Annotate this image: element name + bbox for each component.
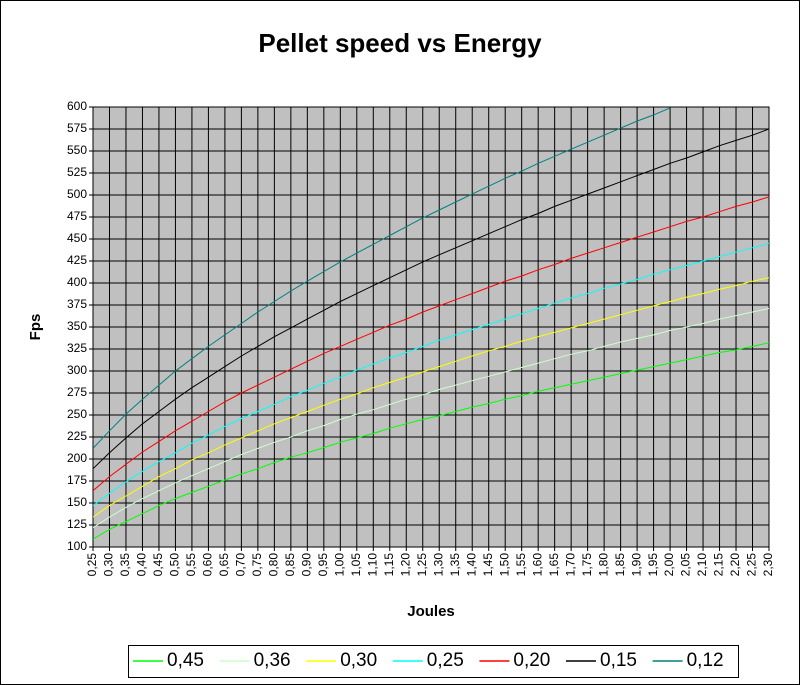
x-tick-label: 1,40 <box>464 553 478 577</box>
x-tick-label: 0,90 <box>300 553 314 577</box>
x-tick-label: 1,85 <box>613 553 627 577</box>
x-tick-label: 1,25 <box>415 553 429 577</box>
chart-title: Pellet speed vs Energy <box>258 28 542 58</box>
y-tick-label: 450 <box>67 231 87 245</box>
x-tick-label: 0,95 <box>316 553 330 577</box>
y-tick-label: 200 <box>67 451 87 465</box>
x-tick-label: 0,35 <box>118 553 132 577</box>
series-line <box>93 342 769 540</box>
series-line <box>93 308 769 529</box>
x-tick-label: 2,20 <box>728 553 742 577</box>
x-tick-label: 2,00 <box>662 553 676 577</box>
x-tick-label: 1,05 <box>349 553 363 577</box>
y-axis-title: Fps <box>27 314 44 341</box>
x-tick-label: 0,60 <box>201 553 215 577</box>
x-tick-label: 2,30 <box>761 553 775 577</box>
y-tick-label: 475 <box>67 209 87 223</box>
x-tick-label: 0,80 <box>267 553 281 577</box>
x-tick-label: 2,10 <box>695 553 709 577</box>
x-tick-label: 0,65 <box>217 553 231 577</box>
x-tick-label: 0,75 <box>250 553 264 577</box>
x-tick-label: 0,30 <box>102 553 116 577</box>
x-tick-label: 0,50 <box>168 553 182 577</box>
legend-label: 0,15 <box>600 650 637 671</box>
y-tick-label: 325 <box>67 341 87 355</box>
x-tick-label: 0,55 <box>184 553 198 577</box>
x-tick-label: 2,15 <box>712 553 726 577</box>
y-tick-label: 375 <box>67 297 87 311</box>
y-tick-label: 300 <box>67 363 87 377</box>
y-tick-label: 225 <box>67 429 87 443</box>
x-tick-label: 1,35 <box>448 553 462 577</box>
x-tick-label: 0,25 <box>85 553 99 577</box>
x-tick-label: 0,85 <box>283 553 297 577</box>
y-tick-label: 425 <box>67 253 87 267</box>
x-tick-label: 1,15 <box>382 553 396 577</box>
y-tick-label: 275 <box>67 385 87 399</box>
x-tick-label: 1,70 <box>563 553 577 577</box>
y-tick-label: 350 <box>67 319 87 333</box>
x-tick-label: 2,25 <box>745 553 759 577</box>
y-tick-label: 100 <box>67 539 87 553</box>
x-tick-label: 0,70 <box>234 553 248 577</box>
y-tick-label: 575 <box>67 121 87 135</box>
legend-label: 0,45 <box>167 650 204 671</box>
x-tick-label: 1,75 <box>580 553 594 577</box>
x-tick-label: 0,45 <box>151 553 165 577</box>
x-tick-label: 1,45 <box>481 553 495 577</box>
x-tick-label: 1,60 <box>530 553 544 577</box>
y-tick-label: 150 <box>67 495 87 509</box>
x-tick-label: 1,10 <box>365 553 379 577</box>
x-tick-label: 1,50 <box>497 553 511 577</box>
legend-label: 0,25 <box>427 650 464 671</box>
x-tick-label: 1,00 <box>332 553 346 577</box>
y-tick-label: 500 <box>67 187 87 201</box>
y-tick-label: 550 <box>67 143 87 157</box>
x-tick-label: 1,55 <box>514 553 528 577</box>
x-tick-label: 1,20 <box>398 553 412 577</box>
x-tick-label: 1,65 <box>547 553 561 577</box>
y-tick-label: 600 <box>67 99 87 113</box>
series-line <box>93 128 769 470</box>
x-tick-label: 2,05 <box>679 553 693 577</box>
x-tick-label: 1,90 <box>629 553 643 577</box>
x-axis-title: Joules <box>407 603 455 620</box>
legend-label: 0,20 <box>513 650 550 671</box>
series-line <box>93 277 769 518</box>
y-tick-label: 125 <box>67 517 87 531</box>
legend-label: 0,30 <box>340 650 377 671</box>
x-tick-label: 0,40 <box>135 553 149 577</box>
y-tick-label: 250 <box>67 407 87 421</box>
y-tick-label: 525 <box>67 165 87 179</box>
x-tick-label: 1,30 <box>431 553 445 577</box>
y-tick-label: 175 <box>67 473 87 487</box>
x-tick-label: 1,80 <box>596 553 610 577</box>
legend-label: 0,36 <box>254 650 291 671</box>
x-tick-label: 1,95 <box>646 553 660 577</box>
series-line <box>93 107 671 449</box>
legend-label: 0,12 <box>687 650 724 671</box>
series-line <box>93 242 769 507</box>
y-tick-label: 400 <box>67 275 87 289</box>
series-line <box>93 196 769 492</box>
